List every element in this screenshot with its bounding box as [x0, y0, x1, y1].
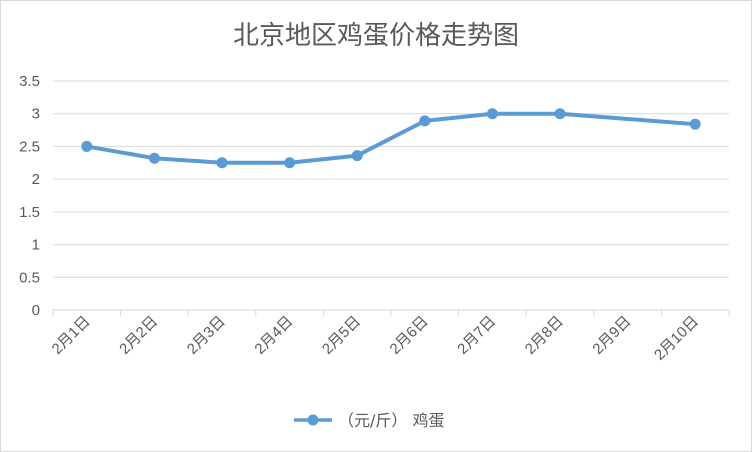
series-line — [84, 111, 698, 165]
data-point — [689, 118, 701, 130]
legend-label: （元/斤） 鸡蛋 — [338, 411, 444, 430]
x-tick-label: 2月9日 — [589, 313, 634, 358]
x-axis: 2月1日 2月2日 2月3日 2月4日 2月5日 2月6日 2月7日 2月8日 2月9日 2月10… — [49, 310, 730, 364]
x-tick-label: 2月10日 — [651, 313, 702, 364]
data-point — [554, 108, 566, 120]
y-axis-ticks: 0 0.5 1 1.5 2 2.5 3 3.5 — [19, 73, 40, 319]
y-tick-label: 3.5 — [19, 73, 40, 90]
y-tick-label: 0 — [32, 302, 40, 319]
x-tick-label: 2月5日 — [319, 313, 364, 358]
data-point — [284, 157, 296, 169]
x-tick-label: 2月2日 — [116, 313, 161, 358]
x-tick-label: 2月8日 — [522, 313, 567, 358]
y-tick-label: 2 — [32, 171, 40, 188]
data-point — [486, 108, 498, 120]
data-point — [351, 150, 363, 162]
data-point — [81, 140, 93, 152]
data-point — [148, 152, 160, 164]
legend-marker — [307, 414, 319, 426]
y-tick-label: 1 — [32, 237, 40, 254]
x-tick-label: 2月4日 — [251, 313, 296, 358]
y-tick-label: 2.5 — [19, 138, 40, 155]
y-tick-label: 3 — [32, 106, 40, 123]
data-point — [419, 115, 431, 127]
chart-title: 北京地区鸡蛋价格走势图 — [233, 21, 519, 51]
x-tick-label: 2月3日 — [184, 313, 229, 358]
x-tick-label: 2月1日 — [49, 313, 94, 358]
y-tick-label: 0.5 — [19, 269, 40, 286]
y-tick-label: 1.5 — [19, 204, 40, 221]
grid-lines — [53, 80, 729, 311]
x-tick-label: 2月6日 — [387, 313, 432, 358]
legend: （元/斤） 鸡蛋 — [294, 411, 444, 430]
data-point — [216, 157, 228, 169]
series-group — [81, 108, 701, 169]
x-tick-label: 2月7日 — [454, 313, 499, 358]
